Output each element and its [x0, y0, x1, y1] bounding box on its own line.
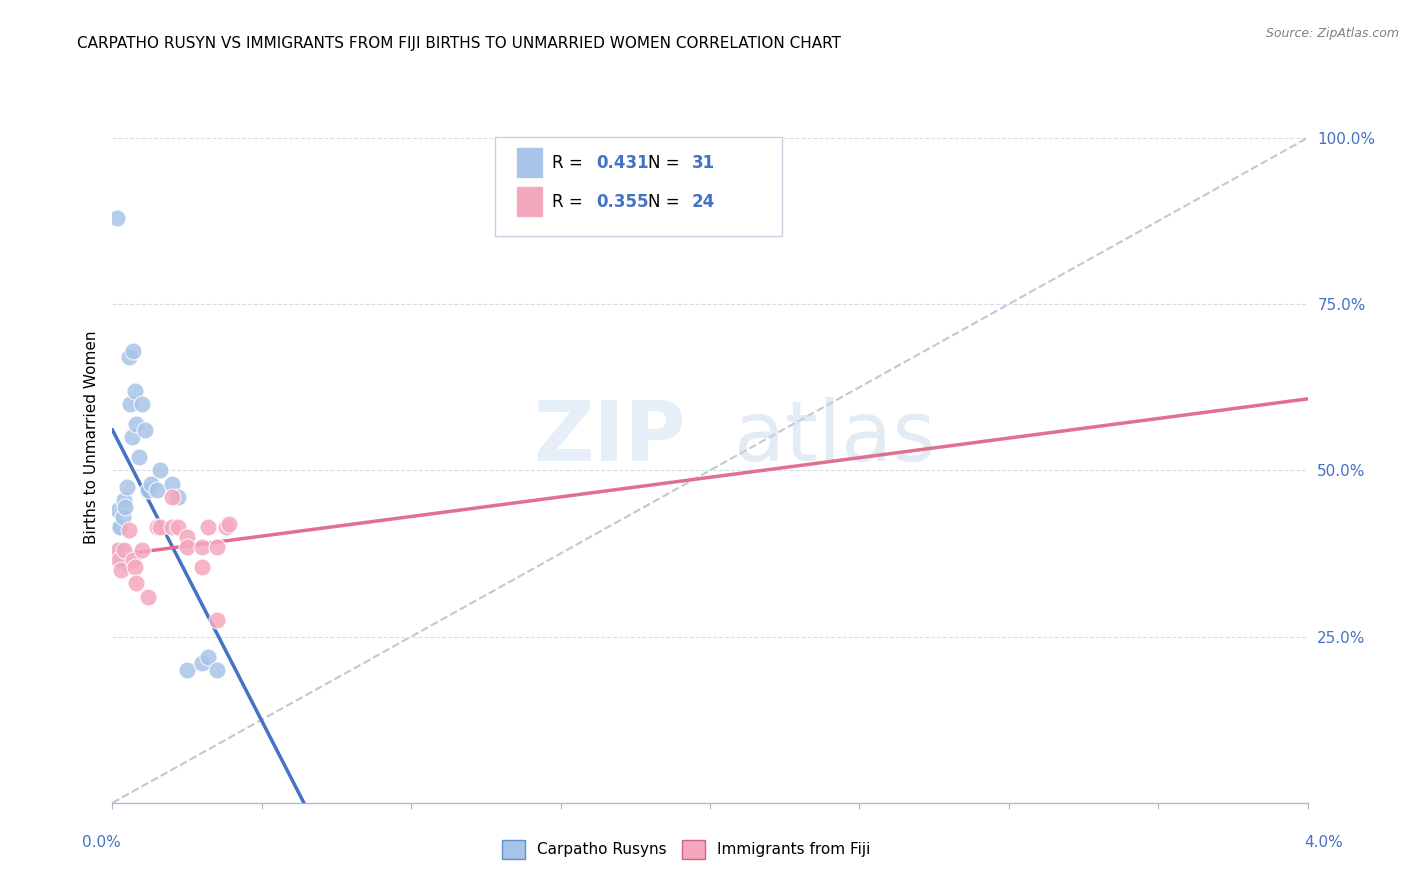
Point: [121, 430, 143, 444]
Point: [105, 211, 128, 225]
Point: [146, 520, 169, 534]
Point: [125, 417, 148, 431]
Text: N =: N =: [648, 193, 685, 211]
Text: R =: R =: [553, 153, 588, 172]
Bar: [516, 186, 543, 217]
Point: [215, 520, 238, 534]
Point: [167, 490, 190, 504]
Point: [110, 543, 132, 558]
Bar: [516, 147, 543, 178]
Point: [107, 543, 129, 558]
Point: [138, 483, 160, 498]
FancyBboxPatch shape: [495, 137, 782, 235]
Point: [122, 553, 145, 567]
Text: atlas: atlas: [734, 397, 935, 477]
Point: [162, 520, 183, 534]
Point: [162, 476, 183, 491]
Text: ZIP: ZIP: [534, 397, 686, 477]
Point: [122, 343, 145, 358]
Point: [149, 463, 172, 477]
Point: [176, 663, 198, 677]
Point: [124, 384, 146, 398]
Point: [134, 424, 156, 438]
Legend: Carpatho Rusyns, Immigrants from Fiji: Carpatho Rusyns, Immigrants from Fiji: [496, 834, 876, 864]
Point: [218, 516, 240, 531]
Point: [114, 543, 135, 558]
Text: 31: 31: [692, 153, 716, 172]
Point: [205, 540, 228, 554]
Point: [124, 559, 146, 574]
Point: [131, 397, 153, 411]
Point: [138, 590, 160, 604]
Text: 0.431: 0.431: [596, 153, 650, 172]
Point: [118, 523, 141, 537]
Text: 0.355: 0.355: [596, 193, 650, 211]
Point: [191, 540, 214, 554]
Point: [110, 563, 132, 577]
Point: [117, 480, 139, 494]
Point: [167, 520, 190, 534]
Point: [131, 543, 153, 558]
Point: [108, 520, 131, 534]
Point: [176, 540, 198, 554]
Text: CARPATHO RUSYN VS IMMIGRANTS FROM FIJI BIRTHS TO UNMARRIED WOMEN CORRELATION CHA: CARPATHO RUSYN VS IMMIGRANTS FROM FIJI B…: [77, 36, 841, 51]
Point: [118, 351, 141, 365]
Point: [114, 500, 136, 514]
Point: [125, 576, 148, 591]
Text: 4.0%: 4.0%: [1303, 836, 1343, 850]
Point: [205, 663, 228, 677]
Point: [114, 493, 135, 508]
Point: [191, 559, 214, 574]
Point: [146, 483, 169, 498]
Point: [108, 553, 131, 567]
Point: [205, 613, 228, 627]
Point: [111, 509, 134, 524]
Text: 24: 24: [692, 193, 716, 211]
Point: [107, 503, 129, 517]
Point: [141, 476, 163, 491]
Point: [111, 553, 134, 567]
Point: [191, 656, 214, 670]
Point: [149, 520, 172, 534]
Point: [115, 557, 138, 571]
Point: [197, 649, 219, 664]
Text: R =: R =: [553, 193, 588, 211]
Point: [128, 450, 150, 464]
Point: [197, 520, 219, 534]
Point: [120, 397, 142, 411]
Point: [176, 530, 198, 544]
Point: [162, 490, 183, 504]
Y-axis label: Births to Unmarried Women: Births to Unmarried Women: [83, 330, 98, 544]
Point: [108, 520, 131, 534]
Text: 0.0%: 0.0%: [82, 836, 121, 850]
Text: N =: N =: [648, 153, 685, 172]
Point: [110, 543, 132, 558]
Text: Source: ZipAtlas.com: Source: ZipAtlas.com: [1265, 27, 1399, 40]
